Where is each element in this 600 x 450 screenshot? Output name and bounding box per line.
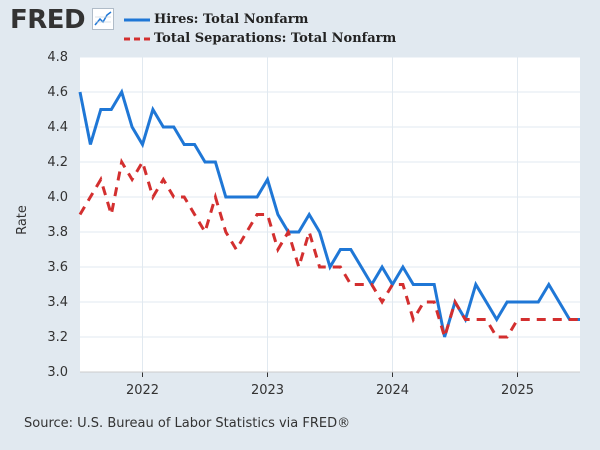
y-tick-label: 3.2 — [47, 330, 68, 345]
fred-logo[interactable]: FRED — [10, 5, 86, 35]
legend-label-hires: Hires: Total Nonfarm — [154, 12, 309, 27]
grid — [80, 56, 580, 373]
source-note[interactable]: Source: U.S. Bureau of Labor Statistics … — [24, 416, 351, 431]
x-tick-label: 2025 — [501, 383, 534, 398]
y-tick-label: 4.6 — [47, 85, 68, 100]
series-line-hires[interactable] — [78, 88, 580, 338]
y-tick-label: 4.8 — [47, 50, 68, 65]
x-tick-label: 2024 — [376, 383, 409, 398]
y-tick-label: 3.4 — [47, 295, 68, 310]
y-axis: 3.0 3.2 3.4 3.6 3.8 4.0 4.2 4.4 4.6 4.8 — [47, 50, 68, 380]
x-tick-label: 2022 — [126, 383, 159, 398]
x-axis: 2022 2023 2024 2025 — [80, 371, 580, 398]
line-graph-icon — [92, 8, 114, 30]
legend-swatch-hires — [124, 18, 150, 22]
y-tick-label: 3.8 — [47, 225, 68, 240]
plot-area — [80, 57, 580, 372]
legend-label-separations: Total Separations: Total Nonfarm — [154, 31, 397, 46]
legend-swatch-separations — [124, 37, 150, 41]
y-tick-label: 3.0 — [47, 365, 68, 380]
x-tick-label: 2023 — [251, 383, 284, 398]
y-tick-label: 3.6 — [47, 260, 68, 275]
y-axis-label: Rate — [15, 205, 30, 235]
y-tick-label: 4.0 — [47, 190, 68, 205]
y-tick-label: 4.4 — [47, 120, 68, 135]
y-tick-label: 4.2 — [47, 155, 68, 170]
series-line-separations[interactable] — [78, 157, 580, 343]
series-lines — [78, 88, 580, 343]
